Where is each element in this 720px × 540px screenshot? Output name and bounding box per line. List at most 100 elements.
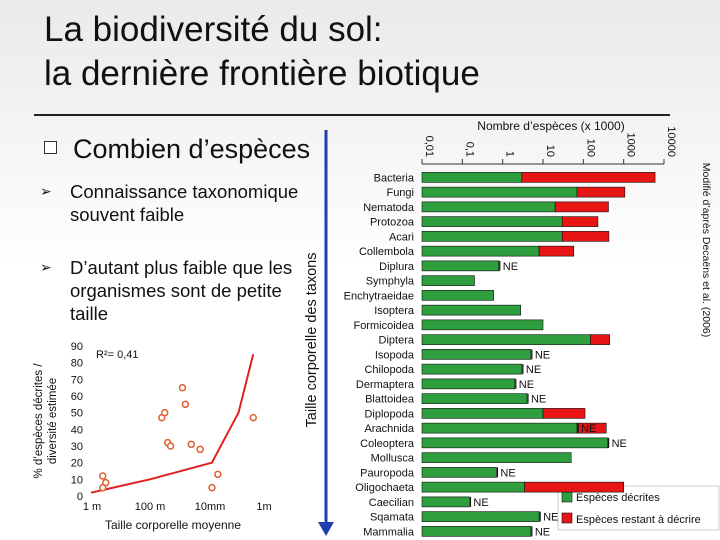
bar-described bbox=[421, 422, 578, 434]
bar-x-tick-label: 10000 bbox=[665, 126, 677, 157]
bar-remaining bbox=[538, 245, 575, 257]
bar-ne-annotation: NE bbox=[543, 512, 558, 524]
scatter-y-tick: 40 bbox=[71, 424, 83, 436]
scatter-point bbox=[208, 483, 216, 492]
bar-remaining bbox=[561, 231, 610, 242]
title-line-1: La biodiversité du sol: bbox=[44, 10, 383, 49]
bar-ne-annotation: NE bbox=[526, 364, 541, 376]
arrow-bullet-icon: ➢ bbox=[40, 183, 52, 199]
scatter-point bbox=[187, 440, 196, 449]
bar-ne-annotation: NE bbox=[581, 423, 596, 435]
bar-category-label: Chilopoda bbox=[364, 364, 414, 376]
arrow-bullet-icon: ➢ bbox=[40, 259, 52, 275]
bar-described bbox=[421, 408, 544, 419]
bar-category-label: Pauropoda bbox=[360, 467, 415, 479]
scatter-y-tick: 70 bbox=[71, 374, 83, 386]
bar-category-label: Collembola bbox=[359, 246, 415, 258]
bar-category-label: Formicoidea bbox=[353, 320, 414, 332]
title-line-2: la dernière frontière biotique bbox=[44, 54, 480, 93]
main-bullet: Combien d’espèces bbox=[44, 134, 310, 165]
bar-category-label: Protozoa bbox=[370, 217, 415, 229]
bar-category-label: Bacteria bbox=[374, 172, 415, 184]
scatter-y-tick: 80 bbox=[71, 358, 83, 370]
bar-described bbox=[421, 290, 495, 301]
bar-ne-annotation: NE bbox=[531, 394, 546, 406]
bar-category-label: Diplura bbox=[379, 261, 415, 273]
bar-chart-title: Nombre d’espèces (x 1000) bbox=[477, 119, 624, 133]
bar-described bbox=[421, 304, 522, 316]
bar-x-tick-label: 0,1 bbox=[463, 142, 475, 157]
scatter-chart: % d’espèces décrites / diversité estimée 9… bbox=[33, 341, 272, 532]
scatter-y-tick: 30 bbox=[71, 441, 83, 453]
scatter-ylabel-line-1: % d’espèces décrites / bbox=[33, 363, 45, 479]
sub-bullet-2-text: D’autant plus faible que les organismes … bbox=[70, 257, 293, 324]
bar-category-label: Diplopoda bbox=[364, 408, 414, 420]
scatter-trend-line bbox=[90, 354, 255, 494]
bar-category-label: Fungi bbox=[386, 187, 414, 199]
scatter-y-tick: 60 bbox=[71, 391, 83, 403]
bar-described bbox=[421, 437, 608, 449]
bar-described bbox=[421, 216, 563, 227]
scatter-point bbox=[160, 408, 169, 417]
bar-category-label: Acari bbox=[389, 231, 414, 243]
title-divider bbox=[34, 114, 670, 116]
scatter-x-tick: 1 m bbox=[83, 501, 101, 513]
bar-category-label: Dermaptera bbox=[356, 379, 415, 391]
main-bullet-text: Combien d’espèces bbox=[73, 134, 311, 164]
bar-remaining bbox=[576, 422, 607, 434]
scatter-x-tick: 10mm bbox=[195, 501, 226, 513]
legend-label-remaining: Espèces restant à décrire bbox=[576, 514, 701, 526]
bar-x-tick-label: 1000 bbox=[625, 133, 637, 157]
bar-described bbox=[421, 319, 544, 331]
scatter-point bbox=[166, 442, 175, 450]
scatter-point bbox=[178, 383, 187, 392]
legend-swatch-described bbox=[561, 491, 573, 503]
scatter-y-tick: 50 bbox=[71, 408, 83, 420]
square-bullet-icon bbox=[44, 141, 57, 154]
bar-described bbox=[421, 393, 528, 404]
bar-remaining bbox=[521, 172, 656, 183]
bar-category-label: Mollusca bbox=[371, 453, 415, 465]
bar-category-label: Isoptera bbox=[374, 305, 415, 317]
bar-described bbox=[421, 378, 516, 390]
bar-described bbox=[421, 334, 591, 345]
bar-category-label: Diptera bbox=[379, 335, 415, 347]
bar-ne-annotation: NE bbox=[612, 438, 627, 450]
scatter-y-tick: 90 bbox=[71, 341, 83, 353]
bar-x-tick-label: 10 bbox=[544, 145, 556, 157]
bar-x-tick-label: 100 bbox=[584, 139, 596, 157]
slide-title: La biodiversité du sol: la dernière fron… bbox=[44, 8, 684, 96]
bar-described bbox=[421, 245, 540, 257]
scatter-y-tick: 20 bbox=[71, 458, 83, 470]
scatter-point bbox=[99, 472, 107, 480]
bar-category-label: Coleoptera bbox=[360, 438, 415, 450]
bar-remaining bbox=[524, 481, 625, 493]
bar-ne-annotation: NE bbox=[500, 467, 515, 479]
scatter-point bbox=[196, 445, 204, 454]
bar-described bbox=[421, 363, 523, 375]
bar-described bbox=[421, 349, 532, 360]
bar-category-label: Sqamata bbox=[370, 512, 415, 524]
bar-described bbox=[421, 172, 523, 183]
bar-ne-annotation: NE bbox=[535, 349, 550, 361]
bar-x-tick-label: 0,01 bbox=[423, 136, 435, 157]
bar-described bbox=[421, 260, 500, 272]
bar-described bbox=[421, 231, 563, 242]
bar-remaining bbox=[561, 216, 599, 227]
bar-described bbox=[421, 201, 556, 213]
scatter-point bbox=[214, 470, 222, 479]
scatter-point bbox=[181, 400, 190, 409]
bar-ne-annotation: NE bbox=[535, 526, 550, 538]
bar-category-label: Arachnida bbox=[364, 423, 414, 435]
bar-described bbox=[421, 275, 475, 286]
bar-category-label: Isopoda bbox=[375, 349, 415, 361]
source-note: Modifié d’après Decaëns et al. (2006) bbox=[700, 162, 712, 338]
legend-swatch-remaining bbox=[561, 512, 573, 524]
scatter-y-tick: 10 bbox=[71, 474, 83, 486]
bar-described bbox=[421, 452, 572, 463]
bar-ne-annotation: NE bbox=[503, 261, 518, 273]
bar-remaining bbox=[542, 408, 586, 419]
size-arrow bbox=[318, 130, 334, 536]
sub-bullet-1-text: Connaissance taxonomique souvent faible bbox=[70, 181, 299, 225]
